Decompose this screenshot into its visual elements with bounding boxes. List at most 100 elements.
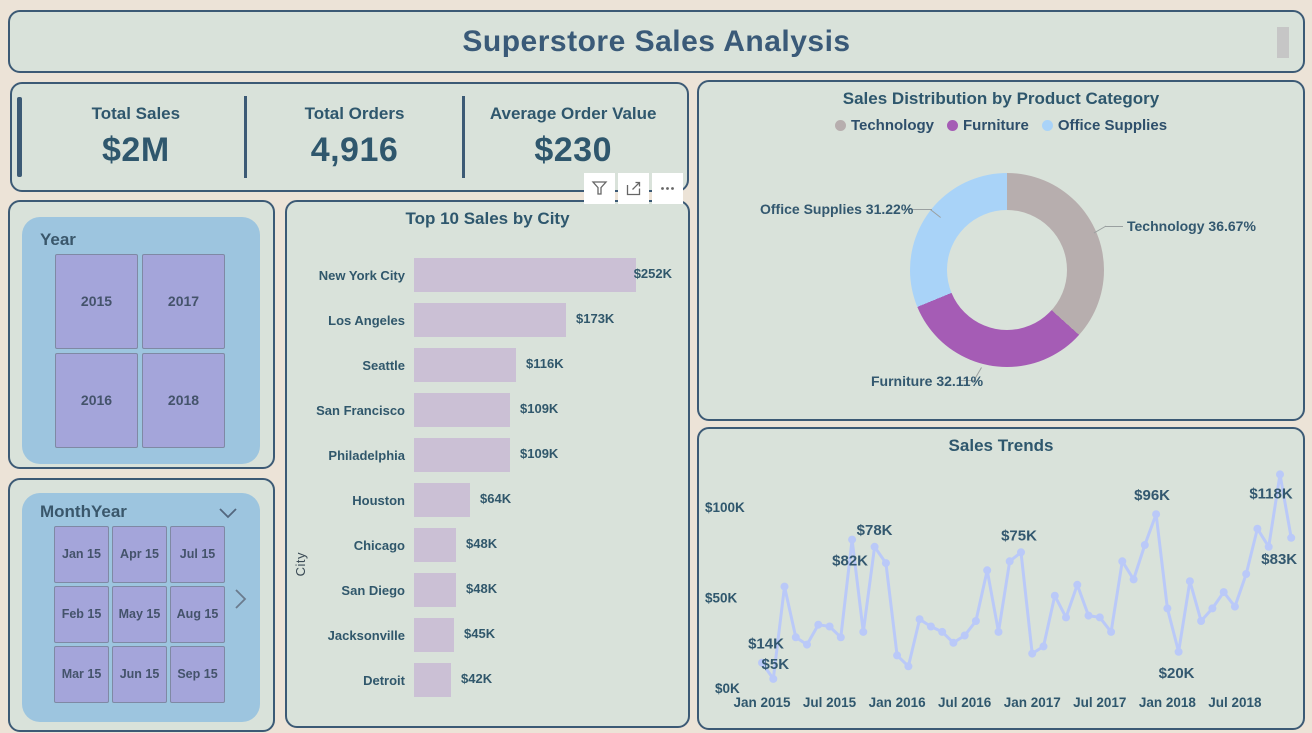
monthyear-option-aug-15[interactable]: Aug 15	[170, 586, 225, 643]
data-point[interactable]	[848, 535, 857, 544]
data-point[interactable]	[881, 559, 890, 568]
data-point[interactable]	[904, 662, 913, 671]
data-point[interactable]	[1129, 575, 1138, 584]
data-point[interactable]	[1050, 591, 1059, 600]
year-option-2015[interactable]: 2015	[55, 254, 138, 349]
bar-row-chicago: Chicago $48K	[301, 528, 682, 562]
year-option-2018[interactable]: 2018	[142, 353, 225, 448]
data-point[interactable]	[1095, 613, 1104, 622]
line-chart-card: Sales Trends $0K $50K $100K Jan 2015 Jul 201…	[697, 427, 1305, 730]
data-point[interactable]	[983, 566, 992, 575]
monthyear-option-feb-15[interactable]: Feb 15	[54, 586, 109, 643]
bar-category-label: Detroit	[363, 672, 405, 688]
bar[interactable]	[414, 393, 510, 427]
legend-label: Furniture	[963, 117, 1029, 134]
data-point[interactable]	[1253, 524, 1262, 533]
data-point[interactable]	[814, 620, 823, 629]
data-point[interactable]	[1230, 602, 1239, 611]
legend-item-furniture[interactable]: Furniture	[947, 117, 1029, 134]
monthyear-option-jul-15[interactable]: Jul 15	[170, 526, 225, 583]
data-point-label: $78K	[857, 522, 893, 539]
bar[interactable]	[414, 618, 454, 652]
legend: Technology Furniture Office Supplies	[699, 117, 1303, 134]
data-point[interactable]	[1163, 604, 1172, 613]
bar[interactable]	[414, 663, 451, 697]
data-point[interactable]	[971, 617, 980, 625]
data-point[interactable]	[1107, 627, 1116, 636]
x-tick-label: Jan 2015	[733, 695, 791, 710]
data-point[interactable]	[949, 638, 958, 647]
data-point[interactable]	[994, 627, 1003, 636]
data-point[interactable]	[1174, 647, 1183, 656]
data-point[interactable]	[825, 622, 834, 631]
data-point[interactable]	[758, 658, 766, 667]
data-point[interactable]	[893, 651, 902, 660]
more-options-button[interactable]	[652, 173, 683, 204]
data-point[interactable]	[926, 622, 935, 631]
monthyear-option-may-15[interactable]: May 15	[112, 586, 167, 643]
data-point[interactable]	[1084, 611, 1093, 620]
data-point[interactable]	[1287, 533, 1296, 542]
monthyear-option-apr-15[interactable]: Apr 15	[112, 526, 167, 583]
filter-button[interactable]	[584, 173, 615, 204]
monthyear-option-jun-15[interactable]: Jun 15	[112, 646, 167, 703]
slicer-next-page-button[interactable]	[234, 588, 248, 613]
data-point[interactable]	[1219, 588, 1228, 597]
bar-chart-card: Top 10 Sales by City City New York City $…	[285, 200, 690, 728]
data-point[interactable]	[1276, 470, 1284, 479]
bar-value-label: $109K	[520, 446, 559, 461]
data-point[interactable]	[1017, 548, 1025, 557]
chevron-down-icon[interactable]	[218, 506, 238, 524]
scrollbar-handle[interactable]	[1277, 27, 1289, 58]
data-point[interactable]	[915, 615, 924, 624]
data-point[interactable]	[1118, 557, 1127, 566]
donut-chart-card: Sales Distribution by Product Category T…	[697, 80, 1305, 421]
bar[interactable]	[414, 258, 636, 292]
data-point[interactable]	[836, 633, 845, 642]
kpi-value: $2M	[102, 131, 170, 169]
data-point[interactable]	[1005, 557, 1014, 566]
monthyear-option-mar-15[interactable]: Mar 15	[54, 646, 109, 703]
data-point[interactable]	[1028, 649, 1037, 658]
data-point[interactable]	[1062, 613, 1070, 622]
legend-item-office-supplies[interactable]: Office Supplies	[1041, 117, 1167, 134]
kpi-total-orders: Total Orders 4,916	[243, 96, 463, 178]
data-point[interactable]	[870, 542, 879, 551]
data-point[interactable]	[859, 627, 868, 636]
data-point[interactable]	[1197, 617, 1206, 625]
bar[interactable]	[414, 438, 510, 472]
data-point[interactable]	[1185, 577, 1194, 586]
data-point[interactable]	[1140, 541, 1149, 549]
x-tick-label: Jan 2018	[1139, 695, 1197, 710]
data-point[interactable]	[780, 582, 789, 591]
focus-mode-button[interactable]	[618, 173, 649, 204]
bar-category-label: Los Angeles	[328, 312, 405, 328]
data-point[interactable]	[1073, 580, 1082, 589]
bar-category-label: Philadelphia	[328, 447, 405, 463]
data-point[interactable]	[1152, 510, 1161, 519]
data-point[interactable]	[1039, 642, 1048, 651]
legend-item-technology[interactable]: Technology	[834, 117, 934, 134]
monthyear-option-jan-15[interactable]: Jan 15	[54, 526, 109, 583]
bar-track: $109K	[414, 438, 682, 472]
bar[interactable]	[414, 483, 470, 517]
data-point[interactable]	[1242, 570, 1251, 578]
year-option-2017[interactable]: 2017	[142, 254, 225, 349]
bar-category-label: Chicago	[353, 537, 405, 553]
data-point[interactable]	[960, 631, 969, 640]
kpi-total-sales: Total Sales $2M	[28, 96, 244, 178]
data-point[interactable]	[938, 627, 947, 636]
data-point[interactable]	[769, 674, 778, 683]
line-chart-plot[interactable]: $0K $50K $100K Jan 2015 Jul 2015 Jan 2016 Jul …	[699, 429, 1303, 726]
bar[interactable]	[414, 348, 516, 382]
bar[interactable]	[414, 528, 456, 562]
monthyear-option-sep-15[interactable]: Sep 15	[170, 646, 225, 703]
bar-value-label: $64K	[480, 491, 512, 506]
bar[interactable]	[414, 303, 566, 337]
data-point[interactable]	[1264, 542, 1273, 551]
year-option-2016[interactable]: 2016	[55, 353, 138, 448]
data-point[interactable]	[1208, 604, 1217, 613]
data-point[interactable]	[803, 640, 811, 649]
data-point[interactable]	[791, 633, 800, 642]
bar[interactable]	[414, 573, 456, 607]
